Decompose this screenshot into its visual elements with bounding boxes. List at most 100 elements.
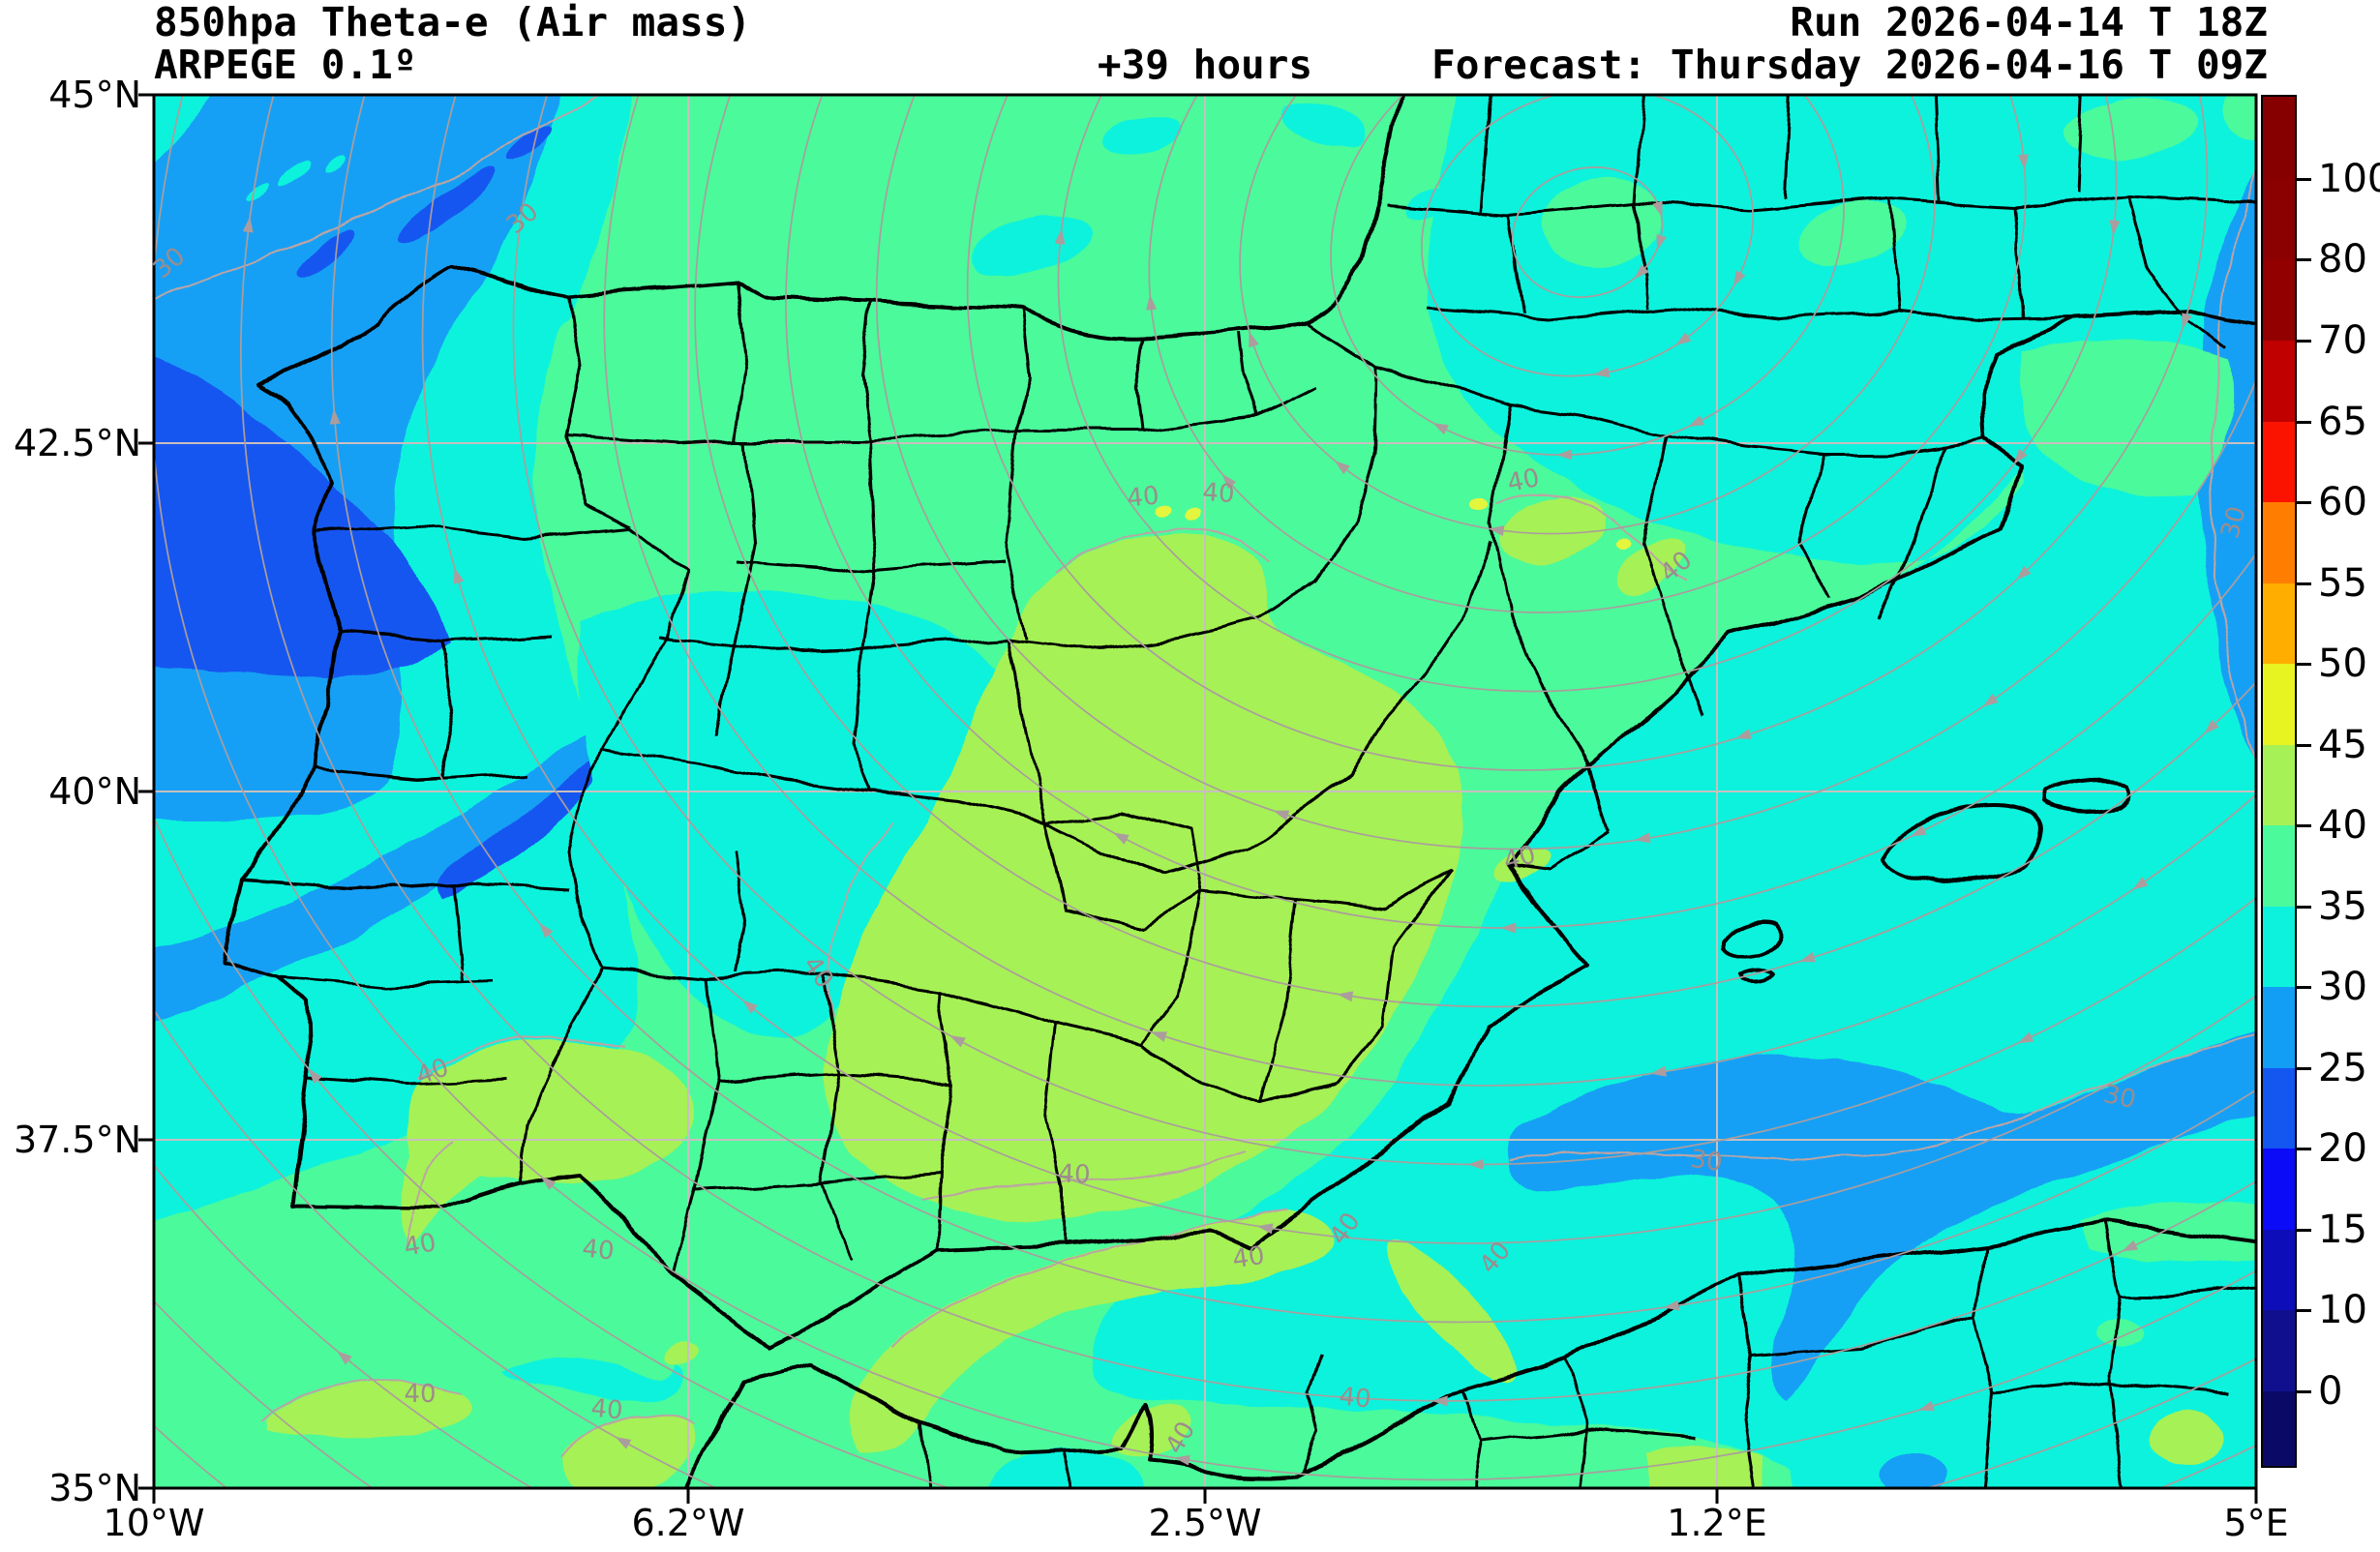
contour-inline-label: 40 <box>404 1380 437 1409</box>
colorbar-segment <box>2261 502 2297 583</box>
colorbar-tick <box>2297 258 2311 261</box>
colorbar-segment <box>2261 825 2297 907</box>
colorbar-segment <box>2261 907 2297 987</box>
colorbar-tick <box>2297 1390 2311 1393</box>
fill-med-edge-blue-strip <box>2200 170 2256 761</box>
colorbar-tick <box>2297 582 2311 585</box>
fill-france-green-patch <box>2062 97 2197 159</box>
contour-40 <box>415 1037 625 1080</box>
streamline <box>603 95 2256 1087</box>
streamline-arrow <box>1488 525 1505 537</box>
fill-africa-green-patch <box>2094 1320 2145 1347</box>
contour-inline-label: 40 <box>589 1393 624 1426</box>
streamline-arrow <box>1249 331 1259 348</box>
colorbar-tick <box>2297 906 2311 909</box>
gridline-layer <box>154 95 2256 1488</box>
contour-inline-label: 40 <box>580 1234 617 1267</box>
colorbar-tick <box>2297 824 2311 827</box>
streamline-arrow <box>1432 422 1449 435</box>
colorbar-segment <box>2261 745 2297 825</box>
streamline-arrow <box>1734 729 1752 739</box>
fill-se-med-blue-blob <box>1882 1453 1947 1488</box>
fill-se-med-blue-hook <box>1509 1028 2256 1405</box>
streamline-arrow <box>308 1068 322 1084</box>
colorbar-segment <box>2261 422 2297 502</box>
streamline-arrow <box>1634 264 1649 280</box>
colorbar-border <box>2261 95 2297 1468</box>
streamline-arrow <box>1652 200 1663 218</box>
fill-nw-darkblue-wedge <box>154 353 453 676</box>
colorbar-segment <box>2261 341 2297 422</box>
colorbar-segment <box>2261 259 2297 341</box>
contour-30 <box>2213 164 2256 763</box>
colorbar-tick-label: 40 <box>2318 803 2367 848</box>
colorbar-tick <box>2297 744 2311 747</box>
streamline-arrow <box>1334 461 1350 475</box>
contour-inline-label: 30 <box>2100 1079 2139 1116</box>
fill-yellowgreen-se-corner <box>2149 1411 2222 1465</box>
streamline-arrow <box>949 1034 966 1048</box>
colorbar-tick-label: 60 <box>2318 480 2367 524</box>
streamline-arrow <box>2017 1031 2034 1044</box>
streamline-arrow <box>1650 1065 1667 1077</box>
coast-menorca <box>2042 780 2132 815</box>
lat-tick-label: 35°N <box>48 1467 141 1509</box>
streamline-arrow <box>1174 1454 1190 1466</box>
contour-inline-label: 30 <box>1688 1144 1725 1179</box>
streamline-arrow <box>2017 154 2029 170</box>
streamline-arrow <box>2132 877 2149 890</box>
coast-france-med <box>1979 309 2256 442</box>
colorbar-segment <box>2261 987 2297 1068</box>
fill-yellowgreen-sierra-morena <box>401 1041 694 1246</box>
colorbar: 100 80 70 65 60 55 50 45 40 35 30 25 20 15 10 0 <box>2261 95 2380 1468</box>
streamline-arrow <box>1675 332 1692 346</box>
streamline-arrow <box>336 1350 352 1365</box>
streamline-arrow-layer <box>242 154 2219 1466</box>
axis-tick-layer <box>138 93 2258 1504</box>
fill-yellow-speck <box>1471 496 1491 510</box>
streamline-arrow <box>329 408 341 425</box>
fill-yellow-speck <box>1153 504 1170 516</box>
colorbar-segment <box>2261 664 2297 745</box>
streamline-arrow <box>242 216 254 233</box>
streamline <box>966 95 2209 771</box>
colorbar-tick <box>2297 1229 2311 1232</box>
streamline-arrow <box>540 1176 557 1190</box>
fill-ne-corner-green <box>2222 95 2256 137</box>
streamline-arrow <box>1982 693 1999 707</box>
fill-yellow-speck <box>1618 536 1634 548</box>
contour-40 <box>889 1209 1288 1348</box>
contour-line-layer <box>154 95 2256 1457</box>
coastline-layer <box>222 95 2256 1488</box>
streamline-arrow <box>1634 832 1651 844</box>
fill-yellowgreen-sw <box>267 1382 473 1438</box>
fill-france-green-patch <box>1542 177 1662 268</box>
streamline-arrow <box>1337 991 1354 1002</box>
fill-yellowgreen-small <box>665 1344 700 1365</box>
fill-yellow-speck <box>1185 510 1200 522</box>
streamline-arrow <box>1467 1158 1484 1170</box>
contour-inline-label: 40 <box>1125 481 1161 514</box>
colorbar-segment <box>2261 1068 2297 1149</box>
lon-tick-label: 5°E <box>2223 1502 2289 1544</box>
colorbar-segment <box>2261 1149 2297 1230</box>
streamline-arrow <box>1917 1400 1935 1412</box>
contour-inline-label: 40 <box>402 1228 438 1263</box>
streamline-arrow <box>2013 448 2028 464</box>
colorbar-tick-label: 35 <box>2318 884 2367 929</box>
streamline-arrow <box>539 922 554 939</box>
colorbar-tick-label: 10 <box>2318 1288 2367 1332</box>
run-label: Run 2026-04-14 T 18Z <box>1790 0 2268 45</box>
colorbar-segment <box>2261 179 2297 259</box>
streamline-arrow <box>1273 810 1290 821</box>
streamline-arrow <box>2109 220 2121 236</box>
streamline <box>694 95 2256 1008</box>
fill-yellowgreen-teruel <box>1614 537 1686 595</box>
fill-yellowgreen-main <box>824 533 1463 1220</box>
streamline-arrow <box>1593 367 1611 378</box>
colorbar-tick-label: 45 <box>2318 723 2367 767</box>
